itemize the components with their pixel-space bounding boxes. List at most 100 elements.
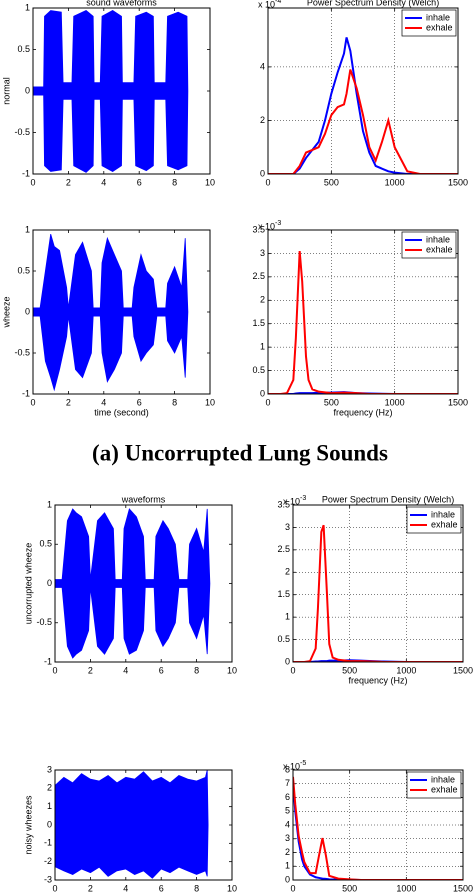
y-tick-label: 0 <box>25 306 30 316</box>
y-tick-label: 1.5 <box>277 589 290 599</box>
y-tick-label: -1 <box>22 168 30 178</box>
data-layer <box>33 233 189 392</box>
x-tick-label: 500 <box>342 883 357 892</box>
x-tick-label: 2 <box>66 177 71 187</box>
panel: 0 2 4 6 8 10 -1 -0.5 0 0.5 1 waveforms uncorrupted w… <box>23 494 237 675</box>
y-axis-label: wheeze <box>1 296 11 328</box>
y-tick-label: -0.5 <box>36 617 52 627</box>
y-tick-label: 2 <box>260 295 265 305</box>
waveform <box>55 770 209 879</box>
y-tick-label: 4 <box>285 819 290 829</box>
x-axis-label: frequency (Hz) <box>333 407 392 417</box>
y-tick-label: 4 <box>260 61 265 71</box>
chart-title: Power Spectrum Density (Welch) <box>307 0 439 7</box>
panel: 0 500 1000 1500 0 0.5 1 1.5 2 2.5 3 3.5 frequency (H… <box>252 220 468 418</box>
psd-line <box>268 37 458 174</box>
panel: 050010001500012345678frequency (Hz)x 10-… <box>283 760 473 892</box>
legend-label: exhale <box>431 784 458 794</box>
y-scale-label: x 10 <box>283 496 300 506</box>
y-tick-label: 2 <box>285 567 290 577</box>
x-tick-label: 1000 <box>385 177 405 187</box>
x-axis-label: frequency (Hz) <box>348 675 407 685</box>
legend-box <box>406 771 462 799</box>
y-scale-exponent: -3 <box>275 220 281 227</box>
y-tick-label: -2 <box>44 856 52 866</box>
y-tick-label: 1 <box>285 861 290 871</box>
data-layer <box>268 251 458 394</box>
axes-box <box>32 229 211 395</box>
y-tick-label: 1 <box>25 224 30 234</box>
x-tick-label: 8 <box>172 177 177 187</box>
y-tick-label: 3 <box>285 833 290 843</box>
y-tick-label: 0.5 <box>17 265 30 275</box>
legend-label: exhale <box>426 244 453 254</box>
axes-box <box>292 504 464 663</box>
x-tick-label: 2 <box>88 665 93 675</box>
y-tick-label: 1.5 <box>252 318 265 328</box>
y-tick-label: 1 <box>47 499 52 509</box>
legend-box <box>406 506 462 534</box>
y-tick-label: 3 <box>285 522 290 532</box>
y-tick-label: 2.5 <box>252 271 265 281</box>
y-tick-label: 0 <box>260 168 265 178</box>
y-tick-label: 1 <box>285 612 290 622</box>
legend-label: inhale <box>426 234 450 244</box>
legend-label: inhale <box>431 774 455 784</box>
x-tick-label: 4 <box>123 665 128 675</box>
x-tick-label: 1000 <box>396 665 416 675</box>
axes-box <box>292 769 464 881</box>
y-tick-label: -0.5 <box>14 347 30 357</box>
x-tick-label: 4 <box>101 397 106 407</box>
y-tick-label: 0 <box>47 819 52 829</box>
y-tick-label: 3.5 <box>252 224 265 234</box>
x-tick-label: 6 <box>159 883 164 892</box>
y-tick-label: 2 <box>285 847 290 857</box>
x-tick-label: 0 <box>265 397 270 407</box>
y-tick-label: -0.5 <box>14 127 30 137</box>
legend-box <box>401 231 457 259</box>
x-tick-label: 10 <box>227 665 237 675</box>
x-tick-label: 500 <box>324 397 339 407</box>
x-tick-label: 2 <box>66 397 71 407</box>
y-tick-label: 1 <box>47 801 52 811</box>
y-tick-label: 3.5 <box>277 499 290 509</box>
y-scale-exponent: -3 <box>300 495 306 502</box>
x-tick-label: 10 <box>205 397 215 407</box>
y-tick-label: -1 <box>22 388 30 398</box>
panel: 0 500 1000 1500 0 0.5 1 1.5 2 2.5 3 3.5 Power Spectr… <box>277 494 473 685</box>
data-layer <box>33 10 189 173</box>
x-tick-label: 0 <box>290 883 295 892</box>
x-axis-label: time (second) <box>94 407 149 417</box>
y-tick-label: 1 <box>25 2 30 12</box>
x-tick-label: 0 <box>290 665 295 675</box>
x-tick-label: 0 <box>52 883 57 892</box>
y-tick-label: 6 <box>285 792 290 802</box>
x-tick-label: 10 <box>205 177 215 187</box>
caption: (a) Uncorrupted Lung Sounds <box>92 440 388 465</box>
axes-box <box>54 769 233 881</box>
panel: 0 500 1000 1500 0 2 4 Power Spectrum Density (W… <box>258 0 468 187</box>
data-layer <box>55 508 211 659</box>
y-scale-label: x 10 <box>258 221 275 231</box>
x-tick-label: 0 <box>52 665 57 675</box>
y-tick-label: 2.5 <box>277 544 290 554</box>
x-tick-label: 6 <box>137 177 142 187</box>
y-tick-label: 0 <box>25 85 30 95</box>
y-axis-label: noisy wheezes <box>23 795 33 855</box>
y-tick-label: 5 <box>285 806 290 816</box>
y-axis-label: normal <box>1 77 11 105</box>
waveform <box>33 233 189 392</box>
axes-box <box>32 7 211 175</box>
x-tick-label: 1500 <box>448 397 468 407</box>
axes-box <box>267 229 459 395</box>
data-layer <box>268 37 458 174</box>
x-tick-label: 0 <box>30 397 35 407</box>
psd-line <box>268 69 458 174</box>
x-tick-label: 8 <box>172 397 177 407</box>
y-tick-label: 0.5 <box>252 365 265 375</box>
y-scale-label: x 10 <box>283 761 300 771</box>
x-tick-label: 4 <box>123 883 128 892</box>
y-tick-label: 0 <box>285 656 290 666</box>
x-tick-label: 1500 <box>453 883 473 892</box>
